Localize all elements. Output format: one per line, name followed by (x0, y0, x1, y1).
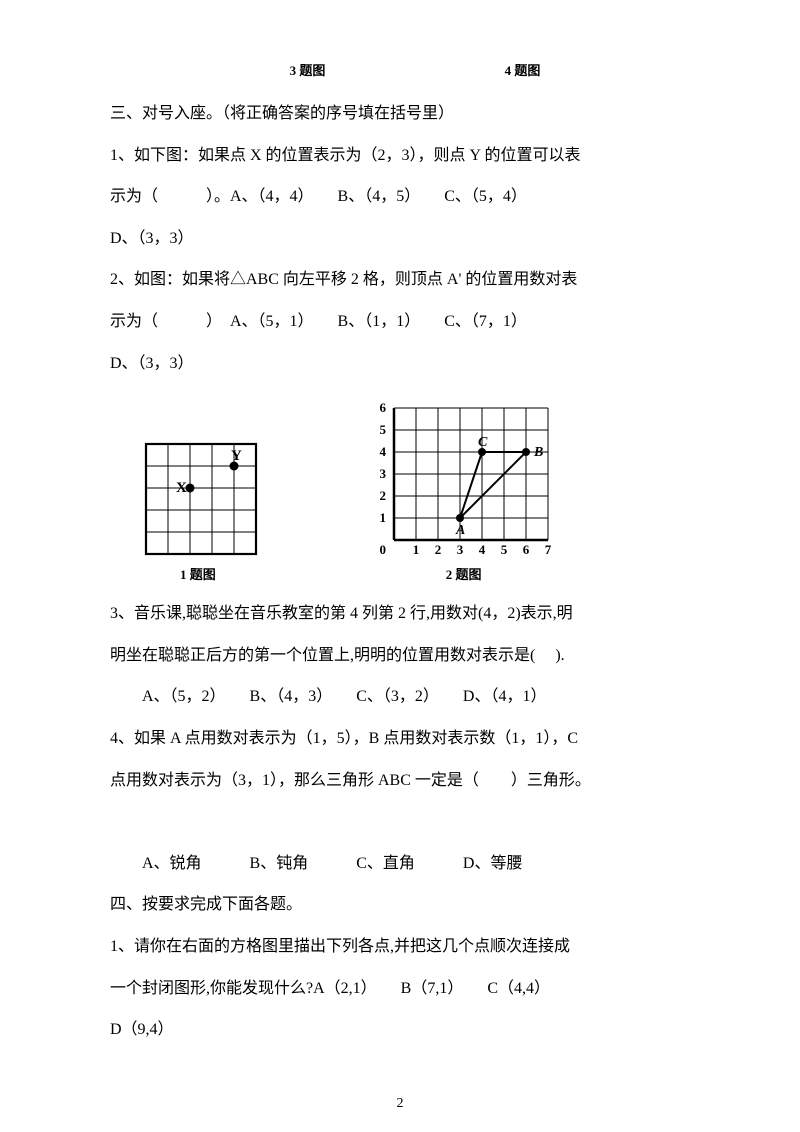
svg-text:Y: Y (231, 448, 242, 464)
svg-text:A: A (455, 523, 465, 538)
svg-text:1: 1 (380, 510, 387, 525)
fig2-caption: 2 题图 (446, 564, 482, 583)
q2-line1: 2、如图：如果将△ABC 向左平移 2 格，则顶点 A' 的位置用数对表 (110, 259, 690, 301)
s4q1-line2: 一个封闭图形,你能发现什么?A（2,1） B（7,1） C（4,4） (110, 968, 690, 1010)
q4-line1: 4、如果 A 点用数对表示为（1，5），B 点用数对表示数（1，1），C (110, 718, 690, 760)
figures-row: XY 12345671234560ABC (140, 402, 690, 560)
svg-text:3: 3 (457, 542, 464, 557)
svg-text:4: 4 (380, 444, 387, 459)
svg-text:3: 3 (380, 466, 387, 481)
svg-text:B: B (533, 445, 543, 460)
svg-text:1: 1 (413, 542, 420, 557)
q1-line3: D、（3，3） (110, 218, 690, 260)
page-number: 2 (0, 1096, 800, 1112)
q1-line2: 示为（ ）。A、（4，4） B、（4，5） C、（5，4） (110, 176, 690, 218)
top-caption-left: 3 题图 (290, 60, 326, 79)
figure-2: 12345671234560ABC (372, 402, 554, 560)
figure-1: XY (140, 438, 262, 560)
svg-text:X: X (176, 480, 187, 496)
s4q1-line3: D（9,4） (110, 1009, 690, 1051)
svg-text:C: C (478, 435, 488, 450)
figure-captions: 1 题图 2 题图 (110, 564, 690, 583)
fig1-caption: 1 题图 (180, 564, 216, 583)
top-caption-row: 3 题图 4 题图 (110, 60, 690, 79)
q3-line1: 3、音乐课,聪聪坐在音乐教室的第 4 列第 2 行,用数对(4，2)表示,明 (110, 593, 690, 635)
q1-line1: 1、如下图：如果点 X 的位置表示为（2，3），则点 Y 的位置可以表 (110, 135, 690, 177)
svg-text:0: 0 (380, 542, 387, 557)
svg-text:5: 5 (501, 542, 508, 557)
q2-line2: 示为（ ） A、（5，1） B、（1，1） C、（7，1） (110, 301, 690, 343)
q3-line2: 明坐在聪聪正后方的第一个位置上,明明的位置用数对表示是( ). (110, 635, 690, 677)
svg-text:7: 7 (545, 542, 552, 557)
q4-line2: 点用数对表示为（3，1），那么三角形 ABC 一定是（ ）三角形。 (110, 760, 690, 802)
svg-text:2: 2 (435, 542, 442, 557)
svg-text:2: 2 (380, 488, 387, 503)
svg-text:6: 6 (380, 402, 387, 415)
svg-text:4: 4 (479, 542, 486, 557)
svg-text:6: 6 (523, 542, 530, 557)
q4-options: A、锐角 B、钝角 C、直角 D、等腰 (110, 843, 690, 885)
q2-line3: D、（3，3） (110, 343, 690, 385)
section3-heading: 三、对号入座。（将正确答案的序号填在括号里） (110, 93, 690, 135)
q3-options: A、（5，2） B、（4，3） C、（3，2） D、（4，1） (110, 676, 690, 718)
svg-text:5: 5 (380, 422, 387, 437)
s4q1-line1: 1、请你在右面的方格图里描出下列各点,并把这几个点顺次连接成 (110, 926, 690, 968)
section4-heading: 四、按要求完成下面各题。 (110, 884, 690, 926)
top-caption-right: 4 题图 (505, 60, 541, 79)
page: 3 题图 4 题图 三、对号入座。（将正确答案的序号填在括号里） 1、如下图：如… (0, 0, 800, 1132)
